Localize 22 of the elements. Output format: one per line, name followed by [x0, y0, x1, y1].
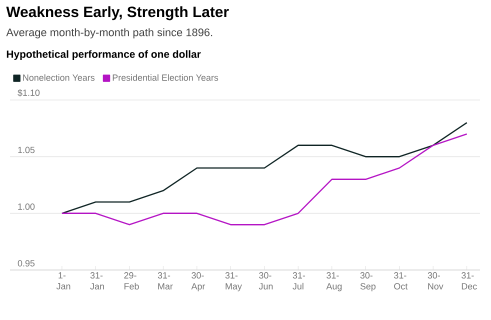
y-tick-label: 1.05 — [18, 146, 35, 154]
x-tick-label: 30-Apr — [191, 272, 206, 292]
x-tick-label: 30-Sep — [360, 272, 376, 292]
chart-subtitle: Average month-by-month path since 1896. — [6, 28, 212, 38]
y-axis-title: Hypothetical performance of one dollar — [6, 50, 201, 60]
legend-label: Presidential Election Years — [112, 74, 218, 81]
y-tick-label: 1.00 — [18, 203, 35, 210]
x-tick-label: 31-Mar — [158, 272, 173, 290]
x-tick-label: 31-Jan — [90, 272, 104, 290]
x-tick-label: 29-Feb — [124, 272, 139, 290]
x-tick-label: 30-Nov — [428, 272, 444, 290]
x-tick-label: 31-Oct — [394, 272, 408, 290]
x-tick-label: 31-Aug — [326, 272, 342, 292]
legend-label: Nonelection Years — [23, 74, 95, 81]
chart-title: Weakness Early, Strength Later — [6, 6, 229, 20]
x-tick-label: 1-Jan — [56, 272, 70, 290]
x-tick-label: 30-Jun — [258, 272, 273, 290]
x-tick-label: 31-Dec — [462, 272, 477, 290]
x-tick-label: 31-Jul — [292, 272, 306, 290]
y-tick-label: 0.95 — [18, 260, 35, 266]
x-tick-label: 31-May — [225, 272, 242, 292]
y-tick-label: $1.10 — [18, 89, 40, 96]
